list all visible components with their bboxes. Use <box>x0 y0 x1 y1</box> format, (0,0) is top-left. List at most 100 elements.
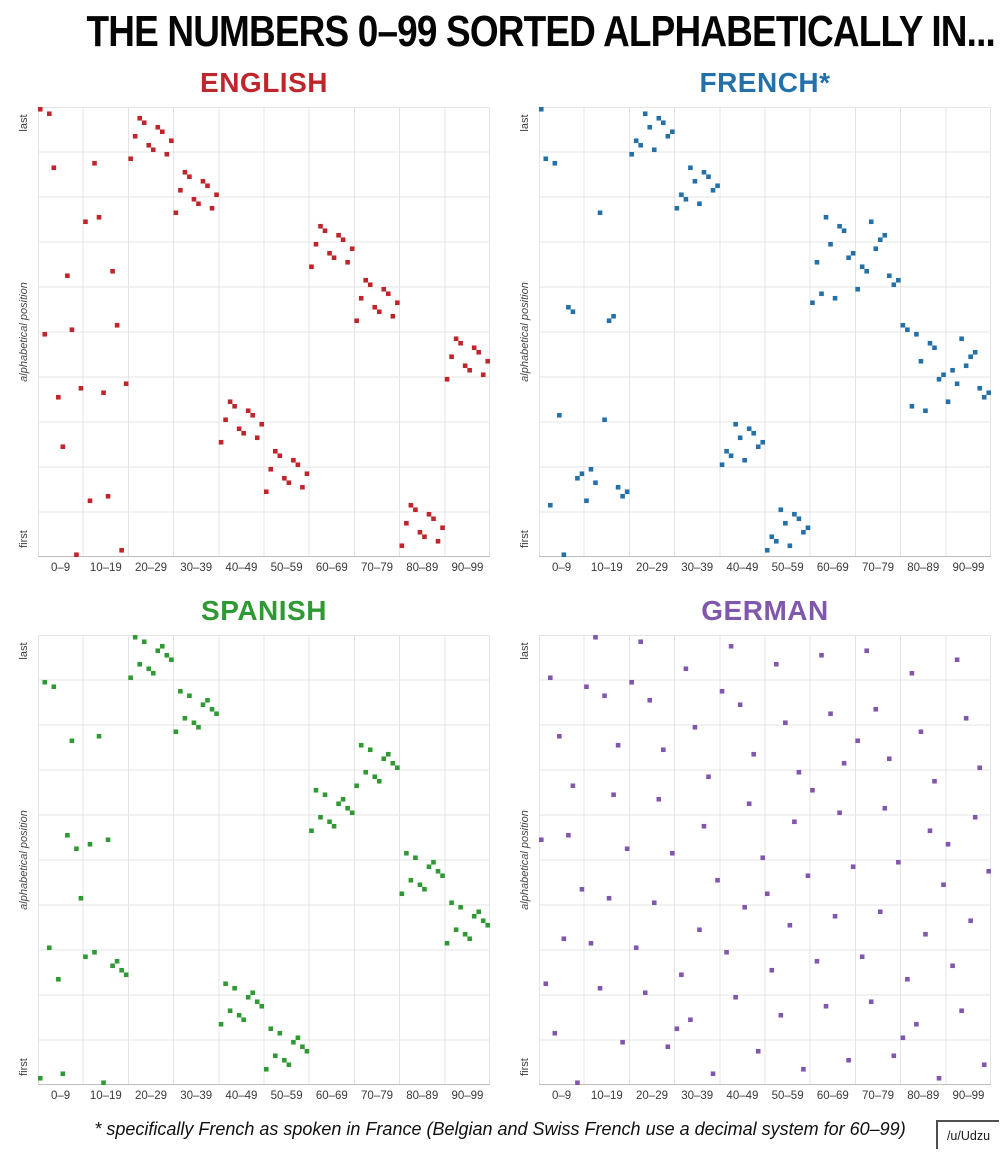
data-point <box>422 886 427 892</box>
data-point <box>155 124 161 130</box>
data-point <box>78 895 84 901</box>
data-point <box>173 210 179 216</box>
data-point <box>905 327 910 333</box>
data-point <box>683 196 689 202</box>
data-point <box>941 372 946 378</box>
data-point <box>69 327 75 333</box>
data-point <box>56 394 61 400</box>
data-point <box>160 129 165 135</box>
data-point <box>584 498 589 504</box>
data-point <box>191 196 197 202</box>
data-point <box>896 277 901 283</box>
data-point <box>679 972 684 978</box>
data-point <box>674 205 680 211</box>
x-tick-label: 10–19 <box>89 562 122 574</box>
y-axis-first-label: first <box>519 530 531 548</box>
data-point <box>597 985 603 991</box>
data-point <box>932 345 937 351</box>
data-point <box>462 931 468 937</box>
data-point <box>593 635 598 640</box>
data-point <box>286 480 292 486</box>
data-point <box>688 165 693 171</box>
data-point <box>968 918 973 924</box>
panel-title-english: ENGLISH <box>200 67 328 98</box>
data-point <box>868 999 874 1005</box>
data-point <box>706 174 711 180</box>
data-point <box>164 151 170 157</box>
data-point <box>313 787 319 793</box>
data-point <box>697 927 702 933</box>
data-point <box>914 1021 919 1027</box>
data-point <box>65 832 70 838</box>
data-point <box>277 453 283 459</box>
data-point <box>263 1066 269 1072</box>
data-point <box>232 403 237 409</box>
data-point <box>65 273 70 279</box>
data-point <box>322 228 328 234</box>
scatter-plot-french <box>539 107 991 557</box>
data-point <box>656 796 662 802</box>
data-point <box>119 547 124 553</box>
data-point <box>751 751 756 757</box>
data-point <box>327 250 332 256</box>
x-tick-label: 60–69 <box>816 562 849 574</box>
data-point <box>837 223 842 229</box>
x-tick-label: 40–49 <box>225 562 258 574</box>
data-point <box>101 390 106 396</box>
data-point <box>950 963 955 969</box>
x-tick-label: 70–79 <box>361 1090 394 1102</box>
data-point <box>588 940 594 946</box>
data-point <box>642 990 648 996</box>
data-point <box>661 747 666 753</box>
data-point <box>114 958 120 964</box>
x-tick-labels: 0–9 10–19 20–29 30–39 40–49 50–59 60–69 70–79 80… <box>38 562 490 574</box>
data-point <box>850 250 856 256</box>
data-point <box>796 769 802 775</box>
panel-title-french: FRENCH* <box>699 67 831 98</box>
data-point <box>444 376 450 382</box>
data-point <box>187 693 192 699</box>
data-point <box>764 547 770 553</box>
data-point <box>349 246 355 252</box>
data-point <box>701 169 707 175</box>
data-point <box>123 972 129 978</box>
data-point <box>841 760 847 766</box>
data-point <box>959 1008 964 1014</box>
data-point <box>318 814 323 820</box>
data-point <box>408 502 414 508</box>
data-point <box>354 783 359 789</box>
data-point <box>160 643 165 649</box>
data-point <box>692 724 698 730</box>
data-point <box>642 111 648 117</box>
data-point <box>954 657 960 663</box>
x-tick-label: 80–89 <box>907 1090 940 1102</box>
x-tick-label: 10–19 <box>590 562 623 574</box>
data-point <box>426 864 432 870</box>
data-point <box>196 201 201 207</box>
data-point <box>381 756 387 762</box>
panel-english: ENGLISH last alphabetical position first… <box>18 66 490 574</box>
data-point <box>959 336 964 342</box>
data-point <box>399 891 405 897</box>
data-point <box>692 178 698 184</box>
x-tick-label: 50–59 <box>771 562 804 574</box>
x-tick-label: 0–9 <box>552 1090 572 1102</box>
data-point <box>986 390 991 396</box>
data-point <box>449 900 454 906</box>
footnote: * specifically French as spoken in Franc… <box>94 1119 906 1139</box>
data-point <box>914 331 919 337</box>
data-point <box>764 891 770 897</box>
data-point <box>241 1017 246 1023</box>
data-point <box>42 679 48 685</box>
data-point <box>566 304 571 310</box>
data-point <box>801 1066 806 1072</box>
data-point <box>683 666 689 672</box>
data-point <box>87 841 93 847</box>
y-axis-first-label: first <box>18 530 30 548</box>
data-point <box>390 313 396 319</box>
data-point <box>381 286 387 292</box>
data-point <box>259 421 265 427</box>
data-point <box>796 516 802 522</box>
data-point <box>331 823 337 829</box>
data-point <box>891 1053 897 1059</box>
